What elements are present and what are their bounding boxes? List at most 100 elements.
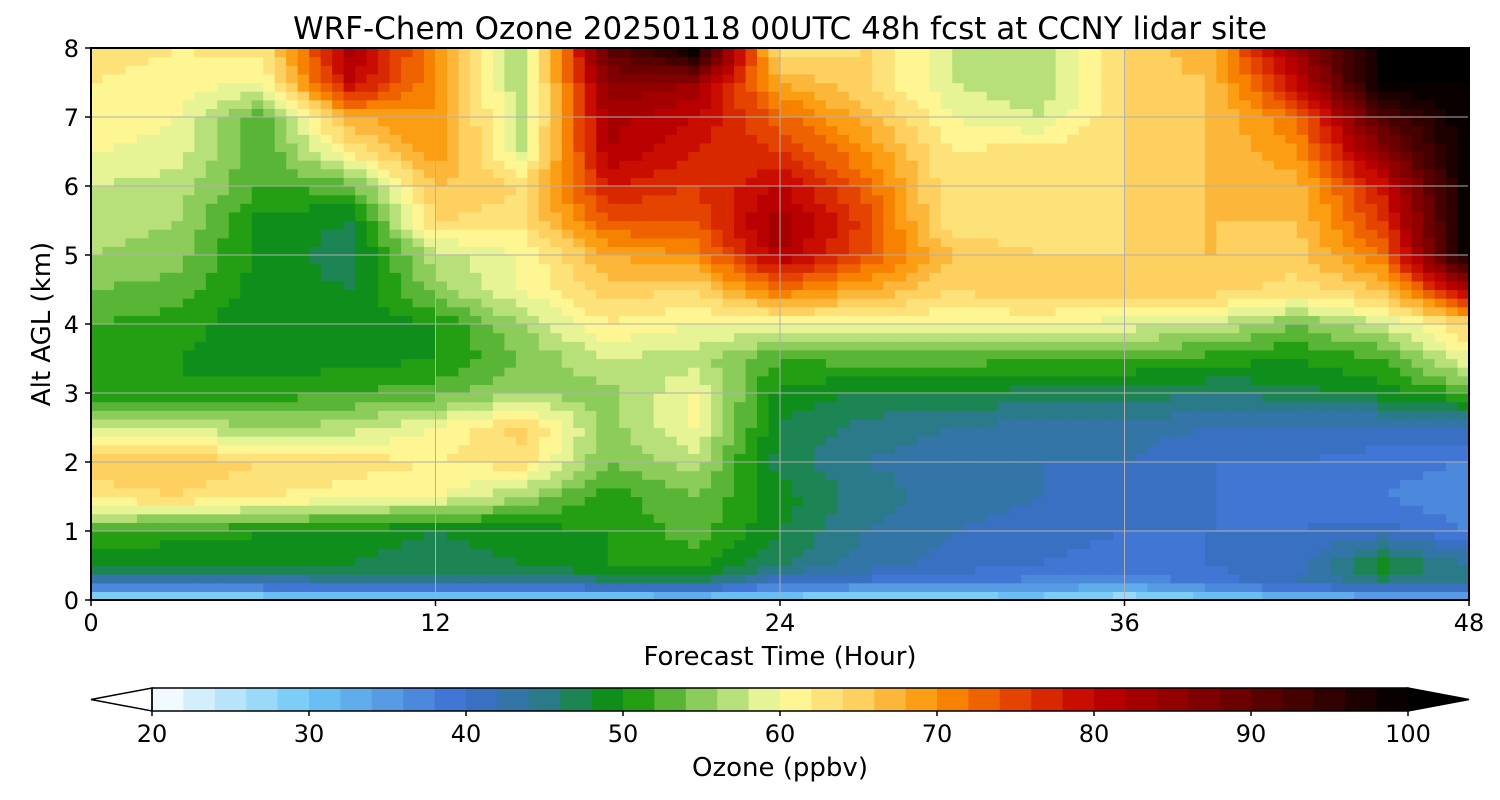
heatmap-cell — [527, 134, 540, 144]
heatmap-cell — [573, 401, 586, 411]
heatmap-cell — [102, 168, 115, 178]
heatmap-cell — [975, 306, 988, 316]
heatmap-cell — [194, 574, 207, 584]
heatmap-cell — [355, 117, 368, 127]
heatmap-cell — [734, 548, 747, 558]
heatmap-cell — [171, 539, 184, 549]
heatmap-cell — [596, 418, 609, 429]
heatmap-cell — [791, 453, 804, 463]
heatmap-cell — [894, 505, 907, 515]
heatmap-cell — [929, 65, 942, 75]
heatmap-cell — [263, 384, 276, 394]
heatmap-cell — [963, 496, 976, 506]
heatmap-cell — [332, 479, 345, 489]
heatmap-cell — [917, 462, 930, 472]
heatmap-cell — [825, 548, 839, 558]
heatmap-cell — [469, 186, 483, 196]
heatmap-cell — [469, 358, 483, 368]
heatmap-cell — [205, 280, 218, 291]
heatmap-cell — [837, 591, 850, 601]
heatmap-cell — [642, 246, 655, 256]
heatmap-cell — [481, 349, 494, 360]
heatmap-cell — [642, 108, 655, 118]
heatmap-cell — [699, 539, 712, 549]
heatmap-cell — [251, 582, 264, 592]
heatmap-cell — [538, 427, 551, 437]
heatmap-cell — [136, 358, 150, 368]
heatmap-cell — [240, 574, 253, 584]
heatmap-cell — [102, 298, 115, 308]
heatmap-cell — [711, 142, 724, 153]
heatmap-cell — [263, 168, 276, 178]
heatmap-cell — [217, 470, 230, 480]
heatmap-cell — [607, 255, 620, 265]
heatmap-cell — [320, 263, 333, 273]
heatmap-cell — [630, 548, 643, 558]
heatmap-cell — [217, 117, 230, 127]
heatmap-cell — [481, 522, 494, 532]
heatmap-cell — [217, 384, 230, 394]
heatmap-cell — [148, 229, 161, 239]
heatmap-cell — [561, 487, 574, 498]
heatmap-cell — [814, 410, 827, 420]
heatmap-cell — [401, 229, 414, 239]
heatmap-cell — [757, 462, 770, 472]
heatmap-cell — [355, 401, 368, 411]
heatmap-cell — [297, 470, 310, 480]
heatmap-cell — [458, 436, 471, 446]
heatmap-cell — [814, 470, 827, 480]
heatmap-cell — [389, 324, 402, 334]
heatmap-cell — [446, 539, 460, 549]
heatmap-cell — [309, 255, 322, 265]
heatmap-cell — [171, 108, 184, 118]
heatmap-cell — [401, 280, 414, 291]
heatmap-cell — [91, 82, 104, 92]
heatmap-cell — [584, 341, 597, 351]
heatmap-cell — [780, 125, 793, 135]
heatmap-cell — [802, 324, 816, 334]
heatmap-cell — [515, 237, 528, 247]
heatmap-cell — [458, 582, 471, 592]
heatmap-cell — [917, 263, 930, 273]
heatmap-cell — [217, 410, 230, 420]
heatmap-cell — [940, 56, 953, 66]
heatmap-cell — [814, 65, 827, 75]
heatmap-cell — [653, 263, 666, 273]
heatmap-cell — [435, 315, 448, 325]
heatmap-cell — [171, 56, 184, 66]
heatmap-cell — [837, 332, 850, 342]
heatmap-cell — [148, 211, 161, 222]
heatmap-cell — [825, 48, 839, 58]
heatmap-cell — [642, 220, 655, 230]
heatmap-cell — [688, 462, 701, 472]
heatmap-cell — [515, 505, 528, 515]
heatmap-cell — [251, 186, 264, 196]
heatmap-cell — [378, 151, 391, 161]
heatmap-cell — [286, 418, 299, 429]
heatmap-cell — [780, 375, 793, 385]
heatmap-cell — [596, 522, 609, 532]
heatmap-cell — [894, 82, 907, 92]
heatmap-cell — [458, 324, 471, 334]
heatmap-cell — [975, 289, 988, 299]
heatmap-cell — [722, 306, 735, 316]
heatmap-cell — [837, 168, 850, 178]
heatmap-cell — [366, 125, 379, 135]
heatmap-cell — [527, 401, 540, 411]
heatmap-cell — [768, 255, 781, 265]
heatmap-cell — [274, 289, 287, 299]
heatmap-cell — [619, 324, 632, 334]
heatmap-cell — [768, 168, 781, 178]
heatmap-cell — [148, 125, 161, 135]
heatmap-cell — [194, 117, 207, 127]
heatmap-cell — [435, 522, 448, 532]
heatmap-cell — [332, 393, 345, 403]
heatmap-cell — [228, 151, 241, 161]
heatmap-cell — [102, 177, 115, 187]
heatmap-cell — [481, 470, 494, 480]
heatmap-cell — [848, 393, 861, 403]
heatmap-cell — [676, 574, 689, 584]
heatmap-cell — [561, 168, 574, 178]
heatmap-cell — [688, 220, 701, 230]
heatmap-cell — [871, 358, 884, 368]
